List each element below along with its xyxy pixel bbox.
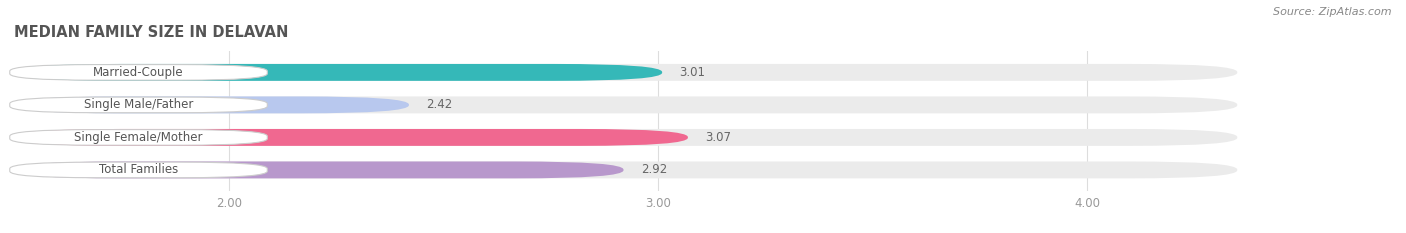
- Text: 2.92: 2.92: [641, 163, 666, 176]
- FancyBboxPatch shape: [14, 129, 688, 146]
- Text: 2.42: 2.42: [426, 98, 453, 111]
- Text: Single Male/Father: Single Male/Father: [84, 98, 193, 111]
- FancyBboxPatch shape: [14, 161, 1237, 178]
- FancyBboxPatch shape: [10, 97, 267, 113]
- Text: Total Families: Total Families: [98, 163, 179, 176]
- FancyBboxPatch shape: [14, 64, 662, 81]
- FancyBboxPatch shape: [14, 96, 409, 113]
- FancyBboxPatch shape: [10, 65, 267, 80]
- FancyBboxPatch shape: [14, 129, 1237, 146]
- Text: Married-Couple: Married-Couple: [93, 66, 184, 79]
- Text: Source: ZipAtlas.com: Source: ZipAtlas.com: [1274, 7, 1392, 17]
- FancyBboxPatch shape: [14, 64, 1237, 81]
- FancyBboxPatch shape: [10, 162, 267, 178]
- FancyBboxPatch shape: [10, 130, 267, 145]
- Text: Single Female/Mother: Single Female/Mother: [75, 131, 202, 144]
- Text: 3.01: 3.01: [679, 66, 706, 79]
- Text: 3.07: 3.07: [704, 131, 731, 144]
- FancyBboxPatch shape: [14, 96, 1237, 113]
- FancyBboxPatch shape: [14, 161, 623, 178]
- Text: MEDIAN FAMILY SIZE IN DELAVAN: MEDIAN FAMILY SIZE IN DELAVAN: [14, 25, 288, 40]
